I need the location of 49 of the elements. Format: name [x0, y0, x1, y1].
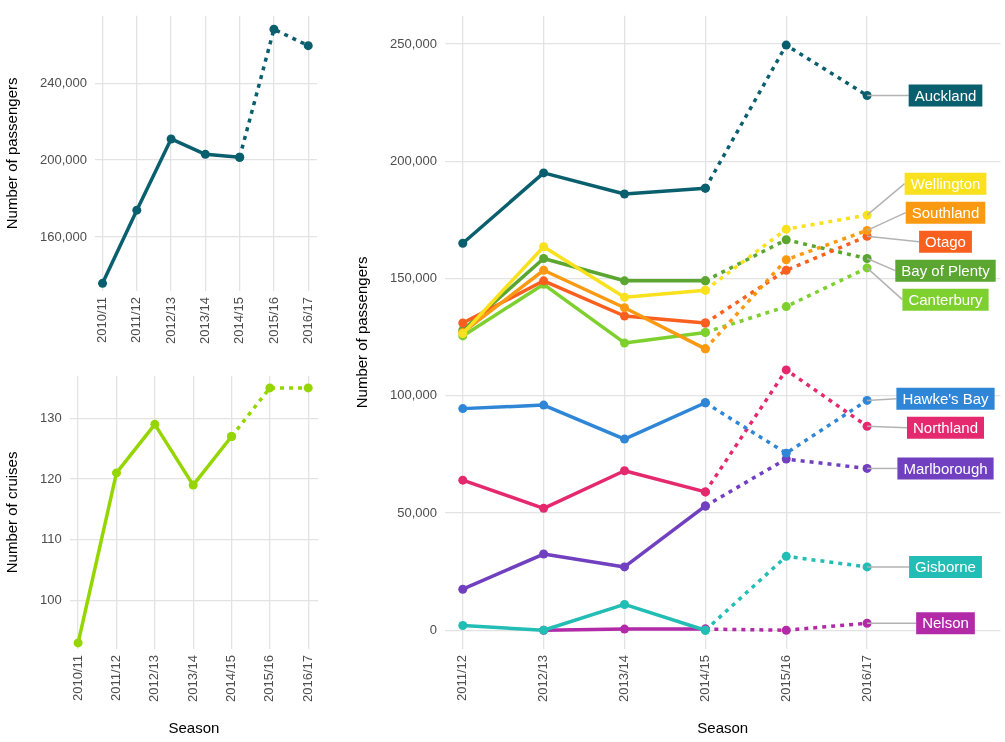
y-tick-label: 250,000 [389, 35, 437, 51]
text: Auckland [914, 86, 977, 104]
x-tick-label: 2010/11 [69, 655, 85, 702]
x-tick-label: 2014/15 [696, 655, 712, 703]
text: Canterbury [908, 290, 984, 308]
y-tick-label: 160,000 [39, 228, 87, 244]
x-tick-label: 2016/17 [299, 655, 315, 703]
y-tick-label: 130 [39, 409, 62, 425]
text: Marlborough [903, 459, 988, 477]
y-axis-title: Number of passengers [3, 77, 21, 230]
x-tick-label: 2010/11 [94, 297, 110, 344]
y-axis-title: Number of passengers [353, 256, 371, 409]
x-tick-label: 2015/16 [265, 297, 281, 345]
x-tick-label: 2012/13 [162, 297, 178, 345]
text: Gisborne [915, 558, 976, 576]
text: Nelson [922, 614, 969, 632]
y-tick-label: 50,000 [397, 504, 437, 520]
x-tick-label: 2014/15 [231, 297, 247, 345]
y-tick-label: 110 [40, 531, 62, 547]
y-tick-label: 150,000 [389, 270, 437, 286]
series-label: Bay of Plenty [901, 261, 991, 279]
x-tick-label: 2011/12 [454, 655, 470, 702]
x-tick-label: 2013/14 [196, 297, 212, 345]
x-axis-title: Season [168, 719, 220, 737]
x-tick-label: 2013/14 [184, 655, 200, 703]
y-tick-label: 100 [39, 592, 62, 608]
text: Wellington [910, 174, 981, 192]
x-tick-label: 2012/13 [535, 655, 551, 703]
text: Otago [925, 232, 966, 250]
text: Northland [912, 418, 979, 436]
y-tick-label: 200,000 [39, 151, 87, 167]
x-axis-title: Season [697, 719, 749, 737]
x-tick-label: 2016/17 [858, 655, 874, 703]
y-axis-title: Number of cruises [3, 451, 21, 574]
x-tick-label: 2016/17 [299, 297, 315, 345]
y-tick-label: 240,000 [39, 74, 87, 90]
x-tick-label: 2015/16 [261, 655, 277, 703]
x-tick-label: 2011/12 [128, 297, 144, 344]
y-tick-label: 100,000 [389, 387, 437, 403]
x-tick-label: 2012/13 [146, 655, 162, 703]
x-tick-label: 2011/12 [108, 655, 124, 702]
y-tick-label: 120 [39, 470, 62, 486]
x-tick-label: 2015/16 [777, 655, 793, 703]
y-tick-label: 0 [429, 621, 437, 637]
x-tick-label: 2013/14 [616, 655, 632, 703]
text: Southland [911, 203, 980, 221]
text: Hawke's Bay [902, 389, 990, 407]
x-tick-label: 2014/15 [223, 655, 239, 703]
y-tick-label: 200,000 [389, 152, 437, 168]
